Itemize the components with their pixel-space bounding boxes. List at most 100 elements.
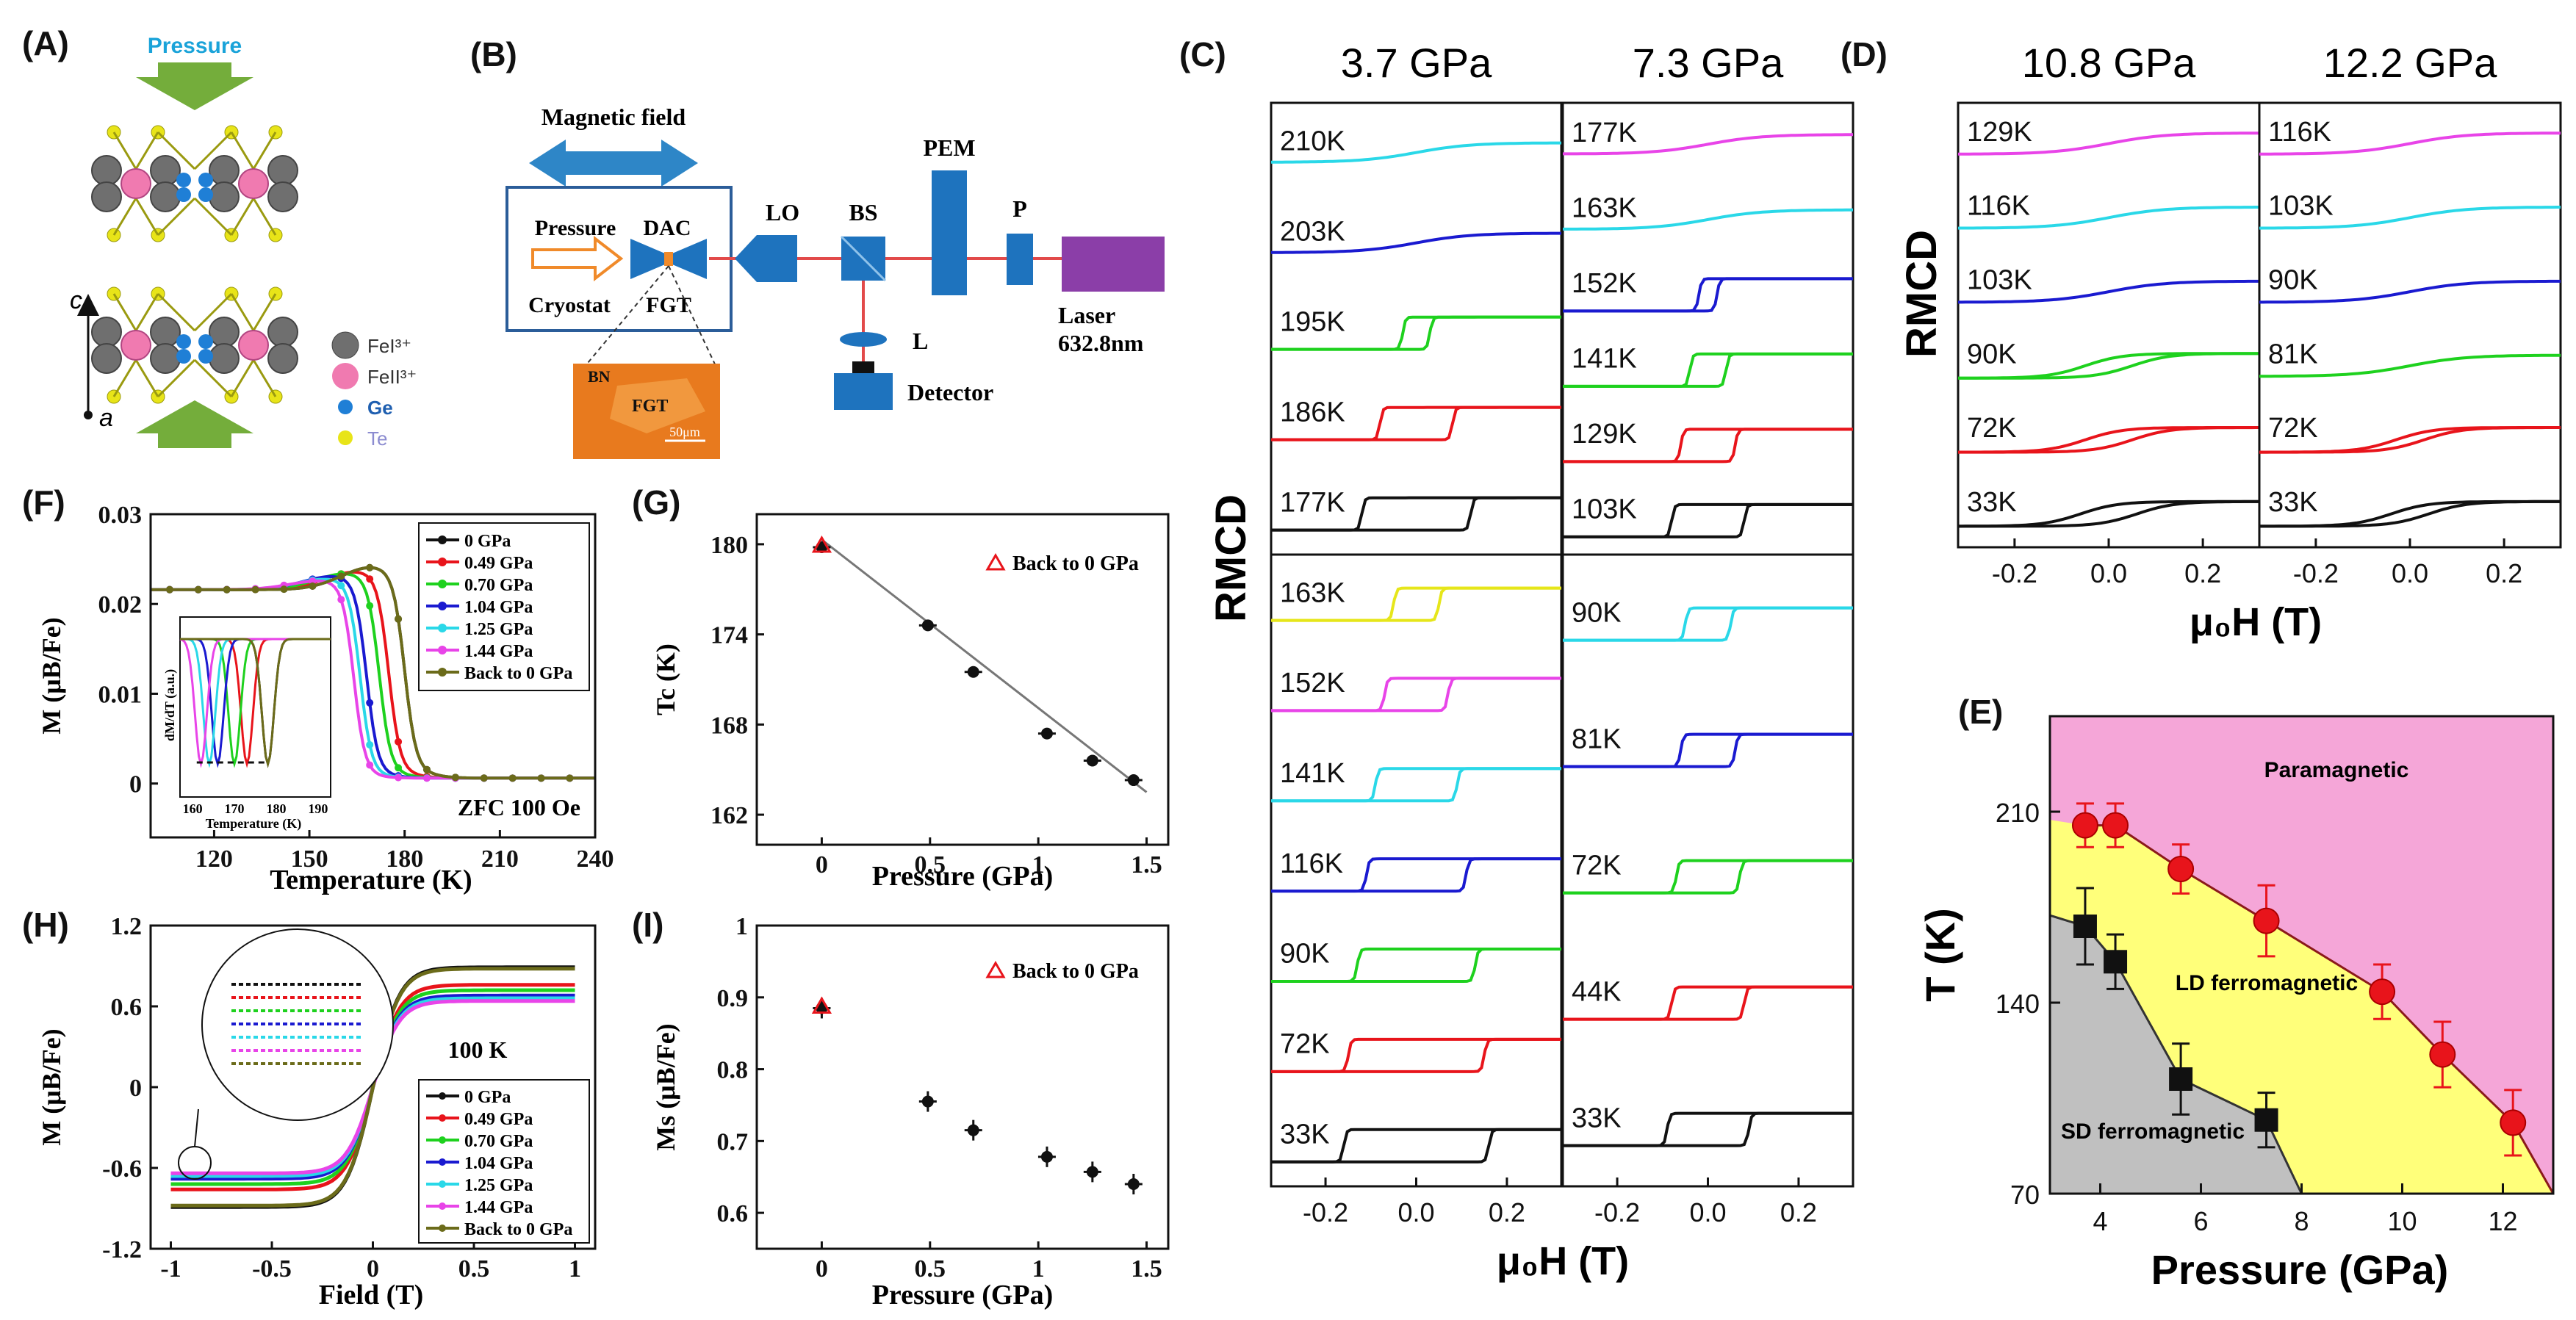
panel-c-top-temp-label: 210K — [1280, 126, 1345, 156]
ld-tc-point — [2369, 978, 2396, 1006]
panel-f-annotation: ZFC 100 Oe — [458, 794, 580, 821]
panel-label-c: (C) — [1179, 35, 1226, 73]
rmcd-trace-line — [1271, 141, 1561, 164]
bond-line — [230, 131, 255, 170]
legend-label: 0 GPa — [464, 532, 511, 551]
axis-c-label: c — [70, 286, 82, 314]
rmcd-trace-line — [1563, 208, 1853, 231]
ld-tc-point — [2500, 1109, 2527, 1136]
panel-label-d: (D) — [1841, 35, 1888, 73]
rmcd-trace-line — [1958, 499, 2259, 528]
inset-frame — [179, 616, 331, 798]
ms-point — [967, 1124, 979, 1136]
x-tick-label: 0 — [816, 851, 828, 879]
legend-label: 0.70 GPa — [464, 576, 533, 595]
panel-c-bottom-temp-label: 44K — [1572, 976, 1622, 1007]
y-tick-label: 168 — [710, 712, 748, 739]
inset-ylabel: dM/dT (a.u.) — [162, 669, 178, 741]
y-tick-label: -1.2 — [102, 1236, 142, 1263]
rmcd-trace-line — [2259, 426, 2561, 454]
ld-tc-point — [2102, 812, 2129, 839]
mt-marker — [508, 774, 517, 782]
rmcd-trace-line — [1563, 277, 1853, 313]
panel-c-rmcd: 3.7 GPa 210K 203K 195K 186K 177K 163K 152K 141K 1… — [1207, 40, 1854, 1283]
pressure-arrow-up-icon — [136, 400, 253, 448]
inset-tick-label: 180 — [266, 801, 286, 816]
legend-marker — [438, 535, 447, 544]
ld-tc-point — [2253, 907, 2280, 934]
panel-i-legend-label: Back to 0 GPa — [1012, 960, 1139, 983]
rmcd-trace-line — [1271, 315, 1561, 351]
bond-line — [193, 197, 233, 237]
rmcd-trace-line — [2259, 206, 2561, 230]
inset-tick-label: 190 — [308, 801, 328, 816]
ld-tc-point — [2429, 1041, 2456, 1068]
pressure-arrow-down-icon — [136, 62, 253, 110]
x-tick-label: 180 — [386, 845, 423, 873]
panel-e-phase-diagram: Paramagnetic LD ferromagnetic SD ferromagn… — [1917, 715, 2555, 1293]
rmcd-trace-line — [1563, 428, 1853, 464]
panel-c-top-temp-label: 152K — [1572, 268, 1637, 299]
panel-label-i: (I) — [632, 906, 663, 944]
ms-point — [1086, 1166, 1098, 1178]
rmcd-trace-line — [1563, 352, 1853, 388]
fe2-atom-icon — [120, 168, 151, 199]
back-to-0-point — [811, 535, 832, 553]
mt-marker — [422, 765, 431, 773]
panel-d-temp-label: 72K — [2268, 413, 2318, 444]
x-tick-label: 12 — [2488, 1206, 2517, 1236]
fe1-atom-icon — [91, 155, 122, 186]
x-tick-label: -0.5 — [252, 1255, 292, 1283]
magnetic-field-label: Magnetic field — [542, 104, 686, 130]
panel-c-bottom-temp-label: 72K — [1572, 850, 1622, 881]
bond-line — [252, 198, 277, 236]
x-tick-label: 0.2 — [1489, 1197, 1525, 1227]
legend-back-icon — [985, 961, 1006, 978]
rmcd-trace-line — [1563, 859, 1853, 895]
pem-label: PEM — [923, 134, 975, 161]
rmcd-frame — [2258, 101, 2562, 549]
legend-marker — [438, 558, 447, 566]
y-tick-label: 0.6 — [717, 1200, 749, 1227]
legend-label: 1.04 GPa — [464, 1154, 533, 1173]
panel-d-temp-label: 103K — [2268, 191, 2334, 222]
legend-atom-label: Te — [367, 428, 387, 450]
ge-atom-icon — [198, 173, 213, 187]
zoom-line-left — [583, 265, 669, 368]
panel-d-temp-label: 33K — [1967, 487, 2017, 518]
x-tick-label: 0.5 — [458, 1255, 490, 1283]
x-tick-label: 0.5 — [915, 1255, 946, 1283]
rmcd-trace-line — [1958, 279, 2259, 304]
ld-tc-point — [2071, 812, 2098, 839]
anvil-right-icon — [672, 239, 707, 279]
panel-c-top-temp-label: 163K — [1572, 193, 1637, 224]
panel-c-bottom-temp-label: 163K — [1280, 577, 1345, 608]
rmcd-trace-line — [1271, 496, 1561, 532]
rmcd-frame — [1957, 101, 2261, 549]
panel-g-legend-label: Back to 0 GPa — [1012, 552, 1139, 575]
x-tick-label: -0.2 — [1303, 1197, 1348, 1227]
legend-label: Back to 0 GPa — [464, 1220, 572, 1239]
rmcd-trace-line — [1563, 732, 1853, 768]
sd-ferromagnetic-region — [2050, 915, 2302, 1194]
bond-line — [230, 293, 255, 331]
panel-c-bottom-temp-label: 81K — [1572, 724, 1622, 754]
rmcd-trace-line — [1271, 677, 1561, 713]
y-tick-label: 0.8 — [717, 1057, 749, 1084]
panel-d-xlabel: μ₀H (T) — [2190, 600, 2322, 644]
x-tick-label: 240 — [577, 845, 614, 873]
legend-marker — [439, 1114, 446, 1122]
rmcd-trace-line — [1958, 131, 2259, 156]
legend-marker — [438, 624, 447, 632]
bond-line — [230, 359, 255, 397]
mt-marker — [366, 602, 374, 610]
rmcd-trace-line — [1271, 1128, 1561, 1164]
laser-icon — [1062, 237, 1165, 292]
x-tick-label: 6 — [2193, 1206, 2208, 1236]
panel-g-xlabel: Pressure (GPa) — [872, 861, 1054, 892]
rmcd-trace-line — [1271, 857, 1561, 893]
legend-marker — [439, 1225, 446, 1232]
panel-f-frame — [149, 513, 597, 839]
rmcd-trace-line — [1271, 767, 1561, 803]
panel-a-structure: Pressure c a FeI³⁺ FeII³⁺ Ge Te — [70, 34, 417, 450]
